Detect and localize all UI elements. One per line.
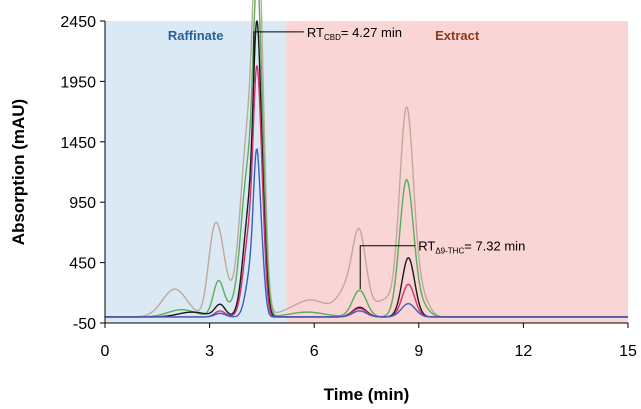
y-axis-title: Absorption (mAU) — [9, 99, 28, 245]
series-layer — [105, 0, 628, 318]
axes-layer — [104, 21, 628, 324]
y-tick-label: -50 — [73, 316, 96, 333]
y-tick-label: 2450 — [60, 14, 96, 31]
rt-thc-label-value: = 7.32 min — [464, 239, 525, 254]
y-tick-label: 950 — [69, 195, 96, 212]
rt-thc-label-subscript: Δ9-THC — [435, 247, 464, 256]
y-tick-label: 1450 — [60, 135, 96, 152]
rt-cbd-callout-line — [253, 31, 304, 82]
region-extract-label: Extract — [435, 28, 480, 43]
rt-cbd-label-main: RT — [307, 25, 324, 40]
series-line-5 — [105, 147, 628, 318]
x-tick-label: 0 — [101, 343, 110, 360]
rt-thc-label-main: RT — [418, 239, 435, 254]
y-tick-label: 1950 — [60, 74, 96, 91]
rt-cbd-label: RTCBD= 4.27 min — [307, 25, 402, 42]
x-tick-label: 3 — [205, 343, 214, 360]
x-tick-label: 9 — [414, 343, 423, 360]
y-tick-label: 450 — [69, 256, 96, 273]
rt-thc-label: RTΔ9-THC= 7.32 min — [418, 239, 525, 256]
rt-thc-callout-line — [359, 245, 416, 290]
x-tick-label: 15 — [619, 343, 637, 360]
ticks-layer: 0 3 6 9 12 15 -50 450 950 1450 1950 2450 — [60, 14, 637, 360]
x-axis-title: Time (min) — [324, 385, 410, 404]
region-extract-band — [286, 21, 628, 323]
regions-layer: Raffinate Extract — [105, 21, 628, 323]
x-tick-label: 12 — [515, 343, 533, 360]
region-raffinate-label: Raffinate — [168, 28, 224, 43]
x-tick-label: 6 — [310, 343, 319, 360]
rt-cbd-label-value: = 4.27 min — [341, 25, 402, 40]
rt-cbd-label-subscript: CBD — [324, 33, 341, 42]
